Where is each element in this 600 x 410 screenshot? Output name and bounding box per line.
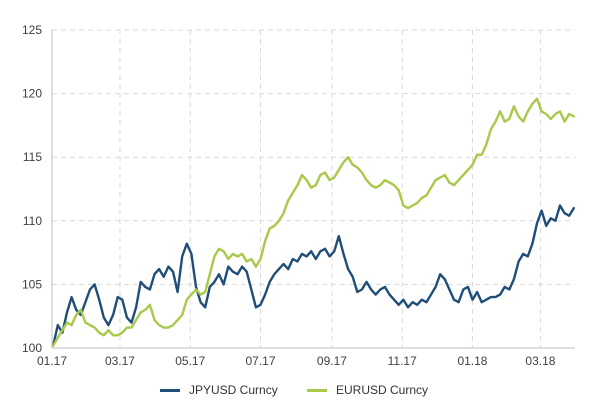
- x-tick-label: 11.17: [388, 354, 417, 368]
- x-tick-label: 03.18: [525, 354, 555, 368]
- chart-grid: [52, 29, 575, 348]
- x-tick-label: 01.18: [457, 354, 487, 368]
- y-tick-label: 110: [23, 214, 42, 228]
- legend-label-jpyusd: JPYUSD Curncy: [189, 383, 278, 397]
- x-tick-label: 09.17: [317, 354, 347, 368]
- y-tick-labels: 100 105 110 115 120 125: [22, 23, 42, 355]
- chart-axes: [51, 30, 575, 349]
- series-line-eurusd: [52, 97, 575, 347]
- y-tick-label: 100: [22, 341, 42, 355]
- x-tick-label: 05.17: [175, 354, 205, 368]
- chart-series-group: [52, 97, 575, 347]
- y-tick-label: 120: [22, 87, 42, 101]
- x-tick-labels: 01.17 03.17 05.17 07.17 09.17 11.17 01.18 03.18: [37, 354, 556, 368]
- legend-label-eurusd: EURUSD Curncy: [336, 383, 429, 397]
- legend-item-jpyusd: JPYUSD Curncy: [160, 380, 278, 400]
- legend-swatch-jpyusd: [160, 388, 180, 392]
- legend-item-eurusd: EURUSD Curncy: [307, 380, 428, 400]
- x-tick-label: 07.17: [245, 354, 275, 368]
- series-line-jpyusd: [52, 204, 575, 347]
- x-tick-label: 01.17: [37, 354, 67, 368]
- x-tick-label: 03.17: [105, 354, 135, 368]
- chart-legend: JPYUSD Curncy EURUSD Curncy: [0, 380, 600, 400]
- y-tick-label: 125: [22, 23, 42, 37]
- y-tick-label: 115: [23, 150, 42, 164]
- legend-swatch-eurusd: [307, 388, 327, 392]
- y-tick-label: 105: [22, 277, 42, 291]
